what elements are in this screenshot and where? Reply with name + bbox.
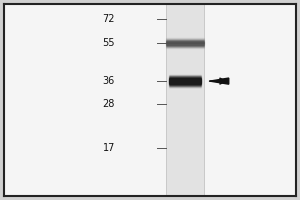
Bar — [169, 84, 201, 85]
Bar — [169, 85, 201, 86]
Text: 36: 36 — [103, 76, 115, 86]
Bar — [166, 46, 204, 47]
Bar — [169, 77, 201, 78]
Bar — [166, 47, 204, 48]
Bar — [169, 86, 201, 87]
Bar — [166, 44, 204, 45]
Bar — [169, 75, 201, 76]
Bar — [166, 40, 204, 41]
Bar — [169, 78, 201, 79]
Text: 28: 28 — [103, 99, 115, 109]
Text: 17: 17 — [103, 143, 115, 153]
Polygon shape — [210, 78, 229, 84]
Bar — [169, 81, 201, 82]
FancyBboxPatch shape — [166, 4, 204, 196]
Bar — [169, 87, 201, 88]
Bar — [169, 80, 201, 81]
Bar — [166, 45, 204, 46]
Bar — [169, 79, 201, 80]
Bar — [166, 42, 204, 43]
Text: 72: 72 — [103, 14, 115, 24]
Bar — [166, 39, 204, 40]
Bar — [166, 43, 204, 44]
Bar — [166, 38, 204, 39]
Bar — [169, 76, 201, 77]
Bar — [169, 82, 201, 83]
Bar — [166, 41, 204, 42]
Bar — [169, 83, 201, 84]
Text: 55: 55 — [103, 38, 115, 48]
FancyBboxPatch shape — [166, 41, 204, 45]
